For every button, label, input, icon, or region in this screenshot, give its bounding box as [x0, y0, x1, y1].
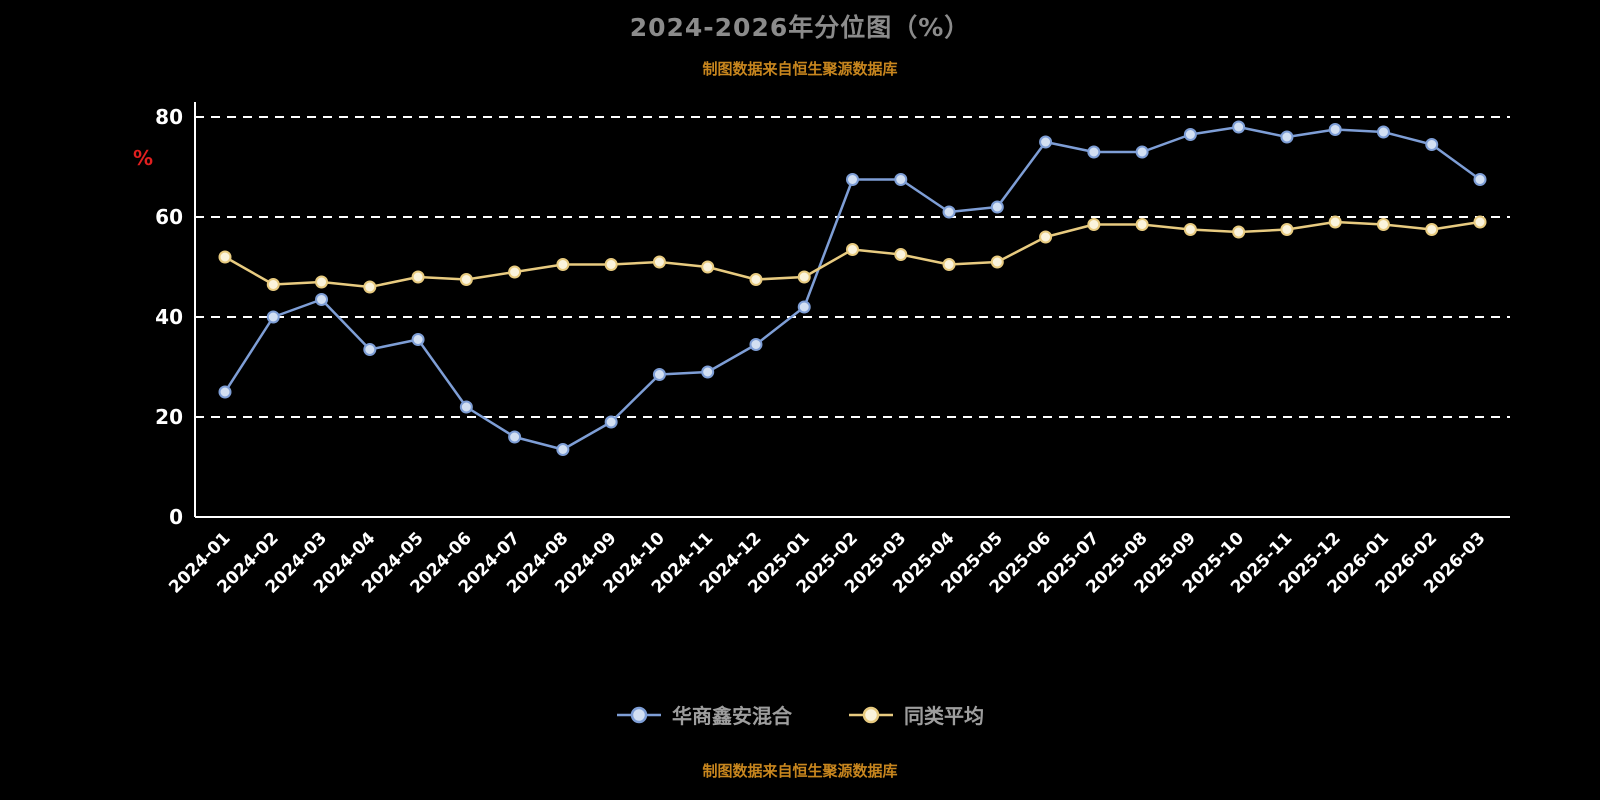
series-1-marker	[1232, 225, 1246, 239]
series-1-marker	[701, 260, 715, 274]
series-1-marker	[797, 270, 811, 284]
legend-marker-fund-icon	[617, 706, 661, 723]
series-0-marker	[894, 173, 908, 186]
series-1-marker	[1183, 223, 1197, 236]
legend-item-average[interactable]: 同类平均	[848, 700, 984, 729]
legend-label-average: 同类平均	[904, 704, 984, 728]
series-0-marker	[942, 205, 956, 219]
series-0-marker	[363, 343, 377, 356]
series-1-marker	[604, 258, 618, 271]
series-1-marker	[266, 278, 280, 291]
legend-marker-average-icon	[849, 706, 893, 723]
legend-item-fund[interactable]: 华商鑫安混合	[616, 700, 792, 729]
chart-area: 0 20 40 60 80% 2024-01 2024-02 2024-03 2024-04 20…	[0, 80, 1600, 650]
series-1-marker	[652, 255, 666, 269]
series-1-marker	[990, 255, 1004, 269]
series-1-marker	[1280, 223, 1294, 236]
series-0-marker	[1087, 145, 1101, 159]
series-1-marker	[556, 258, 570, 271]
series-0-marker	[846, 173, 859, 186]
chart-title: 2024-2026年分位图（%）	[629, 13, 971, 42]
series-0-marker	[1183, 128, 1197, 141]
series-0-marker	[1328, 123, 1342, 136]
series-0-marker	[797, 300, 811, 314]
series-0-marker	[1232, 120, 1246, 134]
series-0-marker	[990, 200, 1004, 214]
data-source-note: 制图数据来自恒生聚源数据库	[702, 762, 898, 780]
chart-subtitle: 制图数据来自恒生聚源数据库	[702, 60, 898, 78]
series-1-marker	[1425, 223, 1439, 236]
series-0-marker	[1473, 173, 1487, 186]
series-0-marker	[652, 368, 666, 381]
series-1-marker	[1135, 218, 1149, 231]
y-tick-label: 40	[155, 305, 183, 329]
series-0-marker	[556, 443, 570, 456]
y-axis-unit-label: %	[133, 146, 153, 170]
series-0-marker	[315, 293, 329, 306]
series-0-marker	[1039, 135, 1053, 149]
y-tick-label: 0	[169, 505, 183, 529]
series-0-marker	[604, 415, 618, 429]
series-0-marker	[218, 385, 232, 399]
series-0-marker	[266, 310, 280, 324]
series-1-marker	[508, 265, 522, 279]
series-0-marker	[1425, 138, 1439, 151]
series-1-marker	[749, 273, 763, 286]
series-1-marker	[1328, 215, 1342, 229]
chart-canvas: 020406080%2024-012024-022024-032024-0420…	[133, 102, 1510, 598]
y-tick-label: 80	[155, 105, 183, 129]
legend-label-fund: 华商鑫安混合	[672, 704, 792, 728]
series-1-marker	[411, 270, 425, 284]
series-1-marker	[1039, 230, 1053, 244]
series-0-marker	[1135, 145, 1149, 159]
series-1-marker	[846, 243, 859, 256]
series-1-marker	[1376, 218, 1390, 231]
series-1-marker	[315, 275, 329, 289]
series-0-marker	[508, 430, 522, 444]
series-1-marker	[218, 250, 232, 264]
series-1-marker	[1087, 218, 1101, 231]
series-0-marker	[459, 400, 473, 414]
series-1-marker	[363, 280, 377, 294]
series-1-marker	[459, 273, 473, 286]
series-0-marker	[1280, 130, 1294, 144]
series-1-marker	[1473, 215, 1487, 229]
series-0-marker	[1376, 125, 1390, 139]
y-tick-label: 60	[155, 205, 183, 229]
series-0-marker	[701, 365, 715, 379]
series-0-marker	[411, 333, 425, 346]
chart-legend: 华商鑫安混合 同类平均	[0, 700, 1600, 729]
y-tick-label: 20	[155, 405, 183, 429]
series-1-marker	[942, 258, 956, 271]
series-0-marker	[749, 338, 763, 351]
series-1-marker	[894, 248, 908, 261]
